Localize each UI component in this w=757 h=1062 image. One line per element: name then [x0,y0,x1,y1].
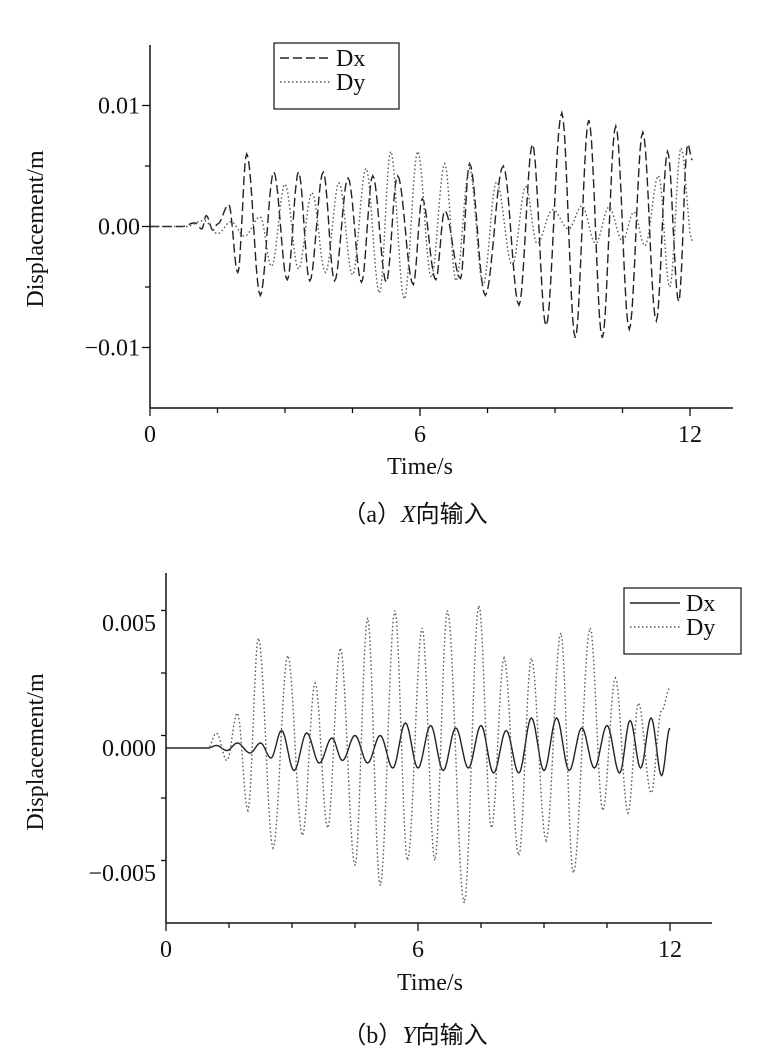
legend-label-dy: Dy [336,70,365,96]
legend-label-dx: Dx [336,46,365,72]
legend-label-dx: Dx [686,591,715,617]
y-axis-label-b: Displacement/m [23,673,49,831]
y-tick-label: 0.005 [102,611,156,637]
plot-area-b [166,605,671,904]
x-tick-label: 6 [414,422,426,448]
x-axis-label-a: Time/s [387,454,453,480]
series-line-dx [166,716,671,777]
legend-label-dy: Dy [686,615,715,641]
series-line-dx [150,110,693,338]
legend-frame [623,587,742,655]
y-tick-label: 0.00 [98,215,140,241]
axes-b: 0 6 12 0.005 0.000 −0.005 [88,573,712,963]
y-tick-label: −0.005 [88,861,156,887]
caption-b-axis: Y [402,1023,418,1049]
caption-b-suffix: 向输入 [416,1022,488,1049]
plot-area-a [150,110,693,338]
x-tick-label: 12 [658,937,682,963]
y-tick-label: −0.01 [84,336,140,362]
y-tick-label: 0.01 [98,94,140,120]
x-tick-label: 0 [144,422,156,448]
x-tick-label: 12 [678,422,702,448]
caption-a-axis: X [400,502,417,528]
caption-a: （a）X向输入 [342,501,487,528]
series-line-dy [150,146,693,302]
x-tick-label: 0 [160,937,172,963]
y-axis-label-a: Displacement/m [23,150,49,308]
caption-b: （b）Y向输入 [342,1022,487,1049]
x-tick-label: 6 [412,937,424,963]
axes-a: 0 6 12 0.01 0.00 −0.01 [84,45,733,448]
y-tick-label: 0.000 [102,736,156,762]
series-line-dy [166,605,671,904]
x-axis-label-b: Time/s [397,970,463,996]
legend-frame [273,42,400,110]
caption-a-prefix: （a） [342,502,401,528]
caption-a-suffix: 向输入 [416,501,488,528]
caption-b-prefix: （b） [342,1023,402,1049]
